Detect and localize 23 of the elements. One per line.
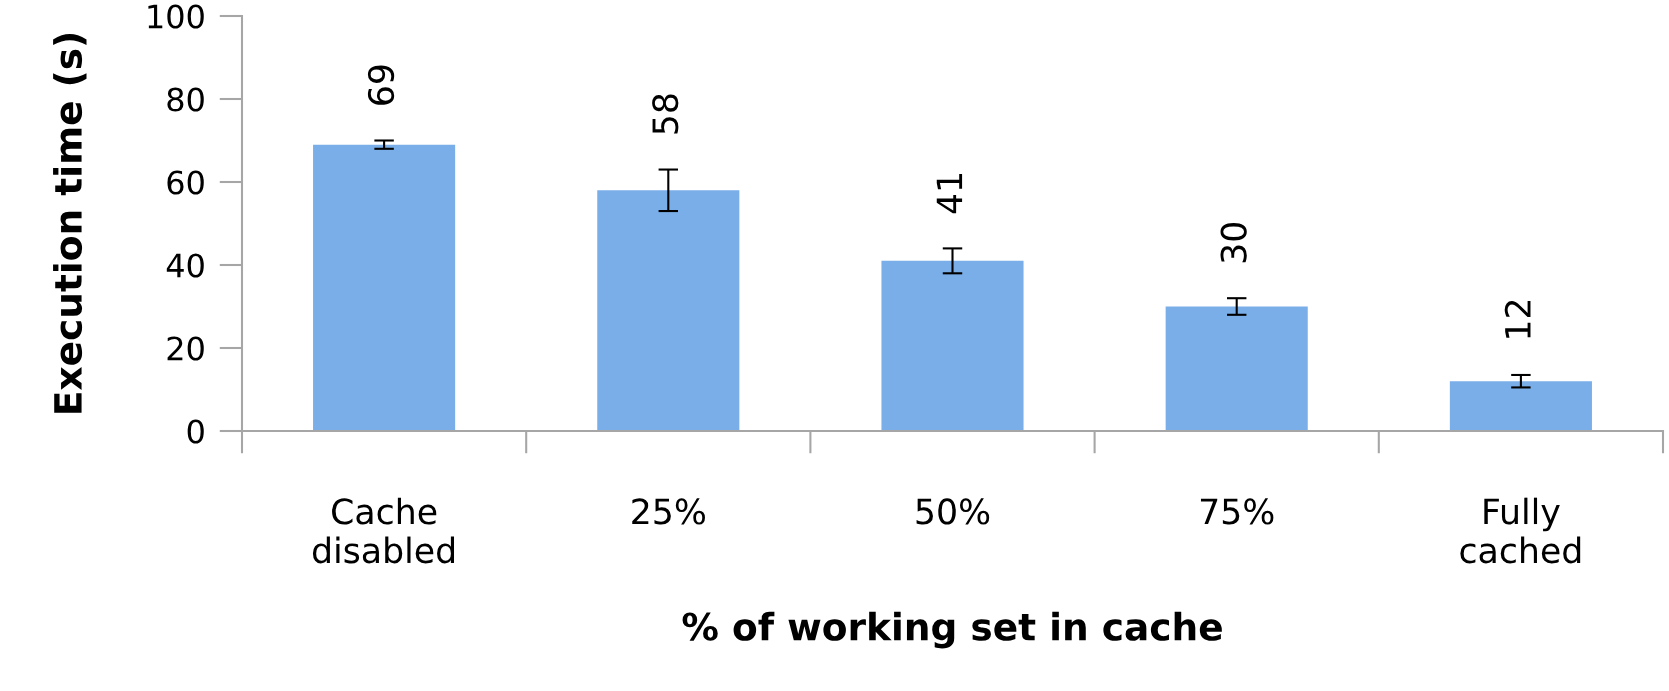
y-tick-label: 20 — [167, 336, 204, 361]
bar — [597, 190, 740, 431]
data-label: 58 — [652, 94, 679, 134]
y-tick-label: 100 — [148, 4, 204, 29]
data-label: 30 — [1220, 222, 1247, 263]
bar — [881, 260, 1024, 431]
x-axis-title: % of working set in cache — [682, 611, 1222, 649]
data-label: 41 — [936, 174, 963, 214]
x-tick-label: 50% — [916, 498, 990, 525]
x-tick-label: 25% — [632, 498, 705, 525]
x-tick-label: 75% — [1200, 498, 1274, 525]
bar — [1165, 306, 1308, 431]
y-axis-title: Execution time (s) — [53, 34, 87, 413]
data-label: 12 — [1504, 300, 1531, 338]
y-tick-label: 60 — [167, 170, 204, 195]
x-tick-label: Cache disabled — [312, 497, 455, 564]
y-tick-label: 0 — [187, 419, 204, 444]
data-label: 69 — [367, 65, 395, 105]
x-tick-label: Fully cached — [1460, 497, 1581, 564]
bar — [313, 144, 456, 431]
y-tick-label: 80 — [167, 87, 204, 112]
y-tick-label: 40 — [166, 253, 204, 278]
bar — [1449, 381, 1592, 431]
